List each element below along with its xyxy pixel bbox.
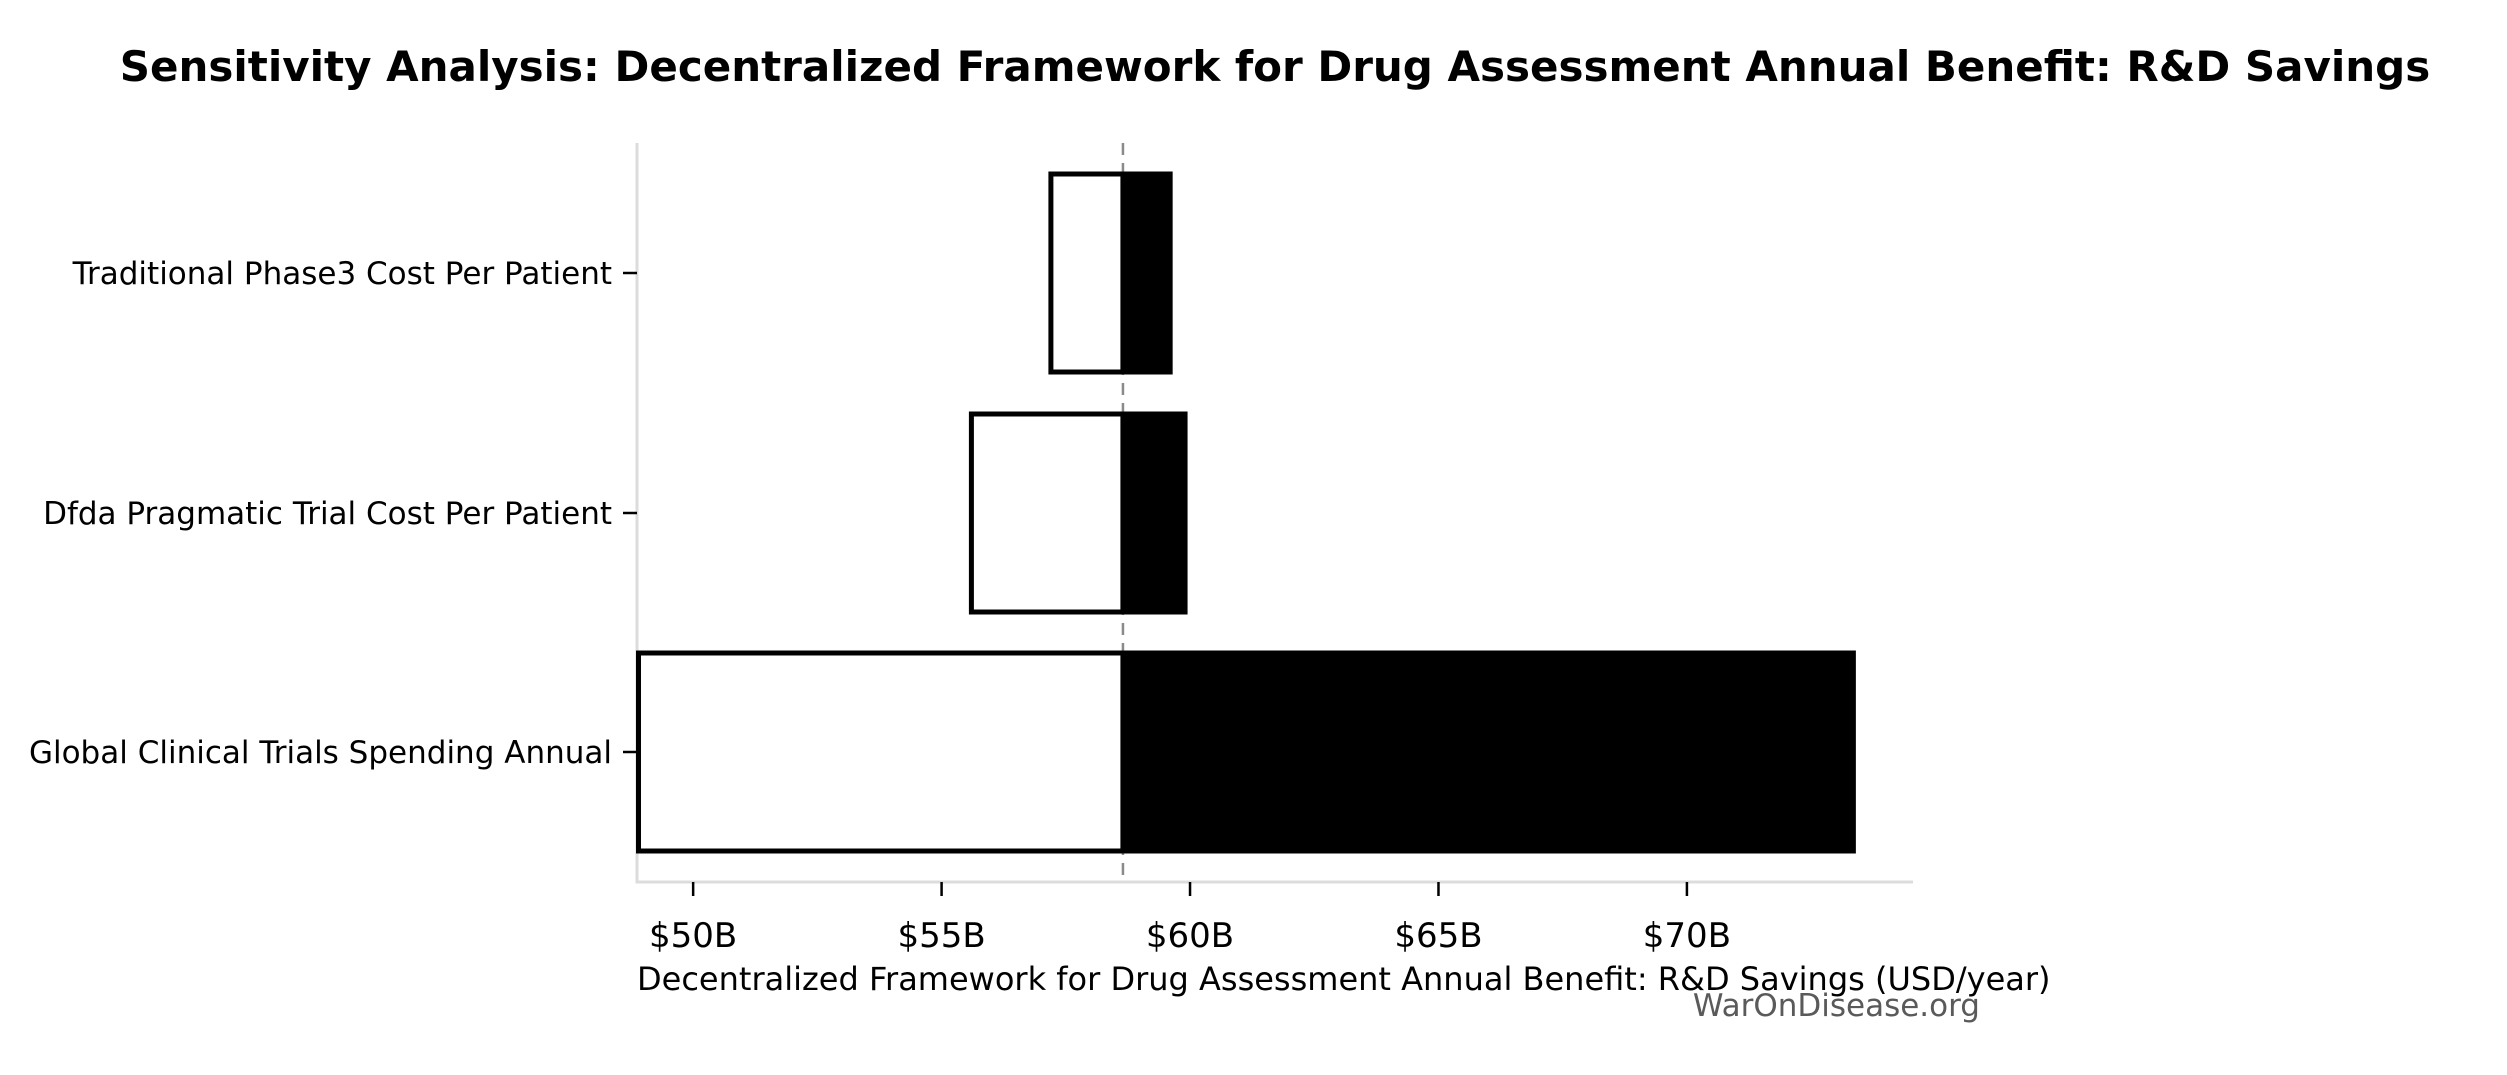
x-tick-label: $55B [897, 916, 985, 956]
bar-low-segment [1048, 171, 1126, 375]
x-tick-label: $70B [1643, 916, 1731, 956]
x-axis-label: Decentralized Framework for Drug Assessm… [637, 960, 2051, 998]
x-tick-label: $60B [1146, 916, 1234, 956]
bar-low-segment [635, 650, 1126, 854]
y-tick-label: Traditional Phase3 Cost Per Patient [72, 256, 612, 292]
watermark: WarOnDisease.org [1692, 988, 1980, 1024]
x-tick-label: $50B [649, 916, 737, 956]
bar-high-segment [1120, 650, 1856, 854]
bar-high-segment [1120, 411, 1188, 615]
bar-high-segment [1120, 171, 1173, 375]
x-tick-label: $65B [1394, 916, 1482, 956]
bar-low-segment [968, 411, 1126, 615]
chart-title: Sensitivity Analysis: Decentralized Fram… [119, 42, 2431, 91]
y-tick-label: Global Clinical Trials Spending Annual [29, 735, 612, 771]
y-tick-label: Dfda Pragmatic Trial Cost Per Patient [43, 496, 612, 532]
